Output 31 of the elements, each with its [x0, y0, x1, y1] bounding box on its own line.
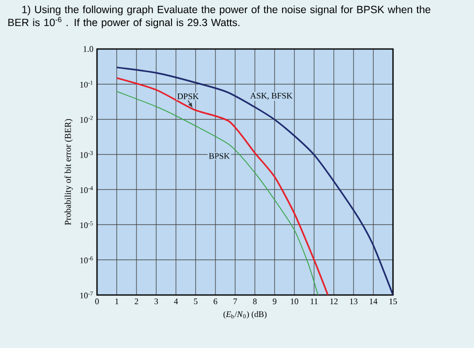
series-label: ASK, BFSK	[250, 92, 292, 100]
y-tick-label: 10$^{-7}$	[80, 292, 93, 298]
y-tick-label: 10$^{-6}$	[80, 256, 93, 264]
y-tick-label: 10$^{-2}$	[80, 116, 93, 123]
x-tick-label: 10	[290, 298, 298, 304]
x-tick-label: 3	[154, 298, 158, 304]
x-tick-label: 13	[350, 298, 358, 304]
x-tick-label: 0	[95, 298, 99, 304]
x-tick-label: 11	[310, 298, 318, 304]
y-tick-label: 1.0	[84, 46, 94, 52]
x-tick-label: 8	[253, 298, 257, 304]
y-tick-label: 10$^{-3}$	[80, 151, 93, 158]
x-tick-label: 6	[214, 298, 218, 304]
x-tick-label: 1	[115, 298, 118, 304]
y-tick-label: 10$^{-5}$	[80, 221, 93, 228]
y-tick-label: 10$^{-1}$	[80, 80, 93, 88]
x-tick-label: 4	[174, 298, 178, 304]
x-tick-label: 7	[234, 298, 238, 304]
x-tick-label: 12	[330, 298, 338, 304]
series-label: DPSK	[177, 93, 199, 100]
chart-title: 1) Using the following graph Evaluate the power of the noise signal for BPSK when the BER is 10$^{-6}$ . If the power of signal is 29.3 Watts.	[8, 6, 430, 28]
x-tick-label: 15	[390, 298, 397, 304]
x-tick-label: 9	[272, 298, 276, 304]
series-label: BPSK	[208, 153, 230, 159]
x-axis-title: (E$_{b}$/N$_{0}$) (dB)	[223, 311, 267, 319]
line-series	[116, 66, 394, 296]
x-tick-label: 5	[194, 298, 198, 304]
y-tick-label: 10$^{-4}$	[80, 186, 93, 193]
y-axis-title: Probability of bit error (BER)	[64, 119, 73, 226]
x-tick-label: 14	[370, 298, 378, 304]
x-tick-label: 2	[134, 298, 138, 304]
